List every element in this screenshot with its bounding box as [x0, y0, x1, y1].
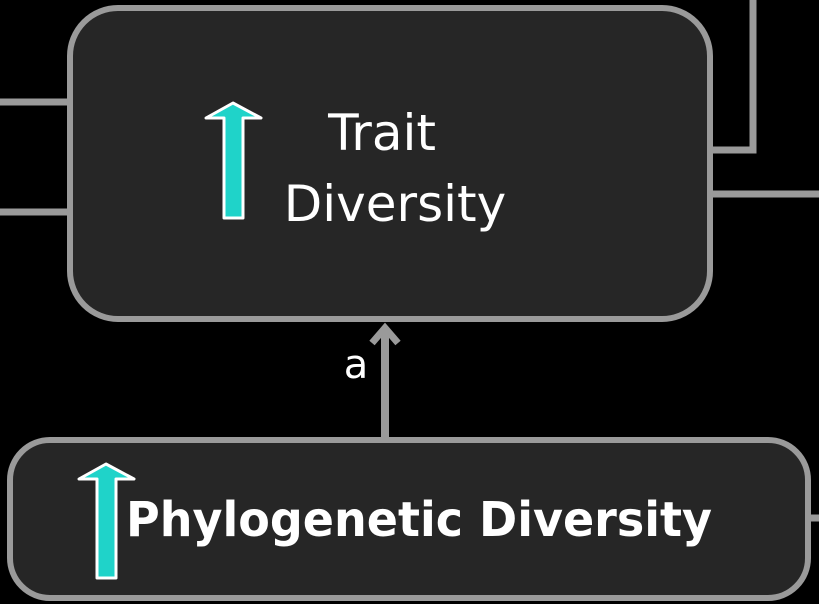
- edge-arrowhead: [369, 322, 401, 346]
- node-phylogenetic-diversity: Phylogenetic Diversity: [7, 437, 811, 601]
- phylogenetic-diversity-label: Phylogenetic Diversity: [126, 492, 712, 548]
- node-trait-diversity: Trait Diversity: [67, 5, 713, 322]
- edge-label: a: [344, 342, 369, 388]
- external-connectors: [0, 0, 819, 522]
- up-arrow-icon: [77, 462, 136, 580]
- trait-diversity-box: [67, 5, 713, 322]
- up-arrow-icon: [204, 101, 263, 220]
- phylogenetic-diversity-box: [7, 437, 811, 601]
- edge-phylo-to-trait: a: [344, 322, 401, 440]
- trait-diversity-label: Trait Diversity: [284, 104, 506, 233]
- trait-diversity-label-line2: Diversity: [284, 175, 506, 233]
- trait-diversity-label-line1: Trait: [327, 104, 436, 162]
- connector-top-right: [708, 0, 757, 154]
